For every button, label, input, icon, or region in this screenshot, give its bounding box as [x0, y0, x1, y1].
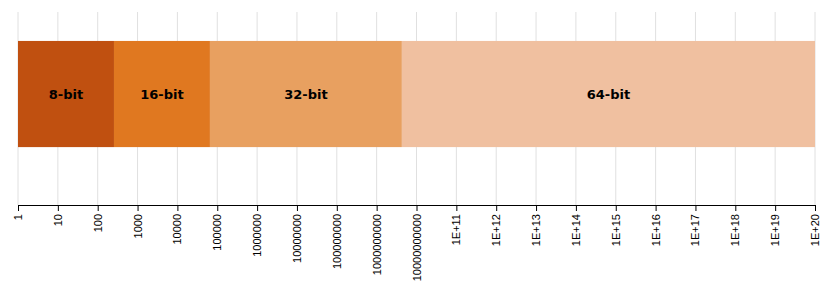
tick-label: 10000000: [291, 214, 303, 263]
tick: 10000000: [291, 205, 303, 263]
tick-mark: [217, 205, 218, 211]
tick: 1E+20: [809, 205, 821, 246]
bar-labels: 8-bit 16-bit 32-bit 64-bit: [49, 87, 630, 102]
tick-mark: [496, 205, 497, 211]
tick-mark: [695, 205, 696, 211]
tick-label: 1E+15: [610, 214, 622, 246]
tick: 1000000000: [371, 205, 383, 275]
tick-mark: [815, 205, 816, 211]
bar-label: 64-bit: [587, 87, 630, 102]
plot: 8-bit 16-bit 32-bit 64-bit 1 10 100 1000 10000 10…: [12, 12, 821, 281]
tick: 100000000: [331, 205, 343, 269]
tick-label: 100000: [211, 214, 223, 251]
tick: 1E+19: [769, 205, 781, 246]
tick-label: 1E+12: [490, 214, 502, 246]
axis-line: [19, 206, 816, 212]
tick-mark: [616, 205, 617, 211]
bar: [402, 41, 815, 147]
tick-label: 1000000000: [371, 214, 383, 275]
bar-label: 32-bit: [284, 87, 327, 102]
tick-mark: [18, 205, 19, 211]
tick-label: 1E+20: [809, 214, 821, 246]
tick: 1E+12: [490, 205, 502, 246]
tick-mark: [177, 205, 178, 211]
x-axis: 1 10 100 1000 10000 100000 1000000 10000000 1000…: [12, 205, 821, 281]
tick-label: 100: [92, 214, 104, 232]
tick-label: 10000000000: [411, 214, 423, 281]
bar-label: 16-bit: [140, 87, 183, 102]
bar: [18, 41, 114, 147]
tick-label: 1000000: [251, 214, 263, 257]
tick: 1E+18: [729, 205, 741, 246]
tick-mark: [417, 205, 418, 211]
tick-mark: [377, 205, 378, 211]
tick: 1000000: [251, 205, 263, 257]
tick-label: 10: [52, 214, 64, 226]
tick-label: 1E+16: [650, 214, 662, 246]
tick: 1E+13: [530, 205, 542, 246]
bar-label: 8-bit: [49, 87, 83, 102]
tick-mark: [138, 205, 139, 211]
tick: 10000: [171, 205, 183, 245]
tick: 1E+11: [450, 205, 462, 245]
tick-mark: [735, 205, 736, 211]
tick-label: 1E+19: [769, 214, 781, 246]
tick-mark: [257, 205, 258, 211]
tick-label: 10000: [171, 214, 183, 245]
tick-label: 1E+11: [450, 214, 462, 245]
chart: 8-bit 16-bit 32-bit 64-bit 1 10 100 1000 10000 10…: [0, 0, 833, 289]
tick-label: 1E+13: [530, 214, 542, 246]
tick: 1E+14: [570, 205, 582, 246]
tick: 1E+17: [689, 205, 701, 246]
tick-label: 100000000: [331, 214, 343, 269]
grid: [18, 12, 815, 205]
tick: 1: [12, 205, 24, 220]
tick-mark: [536, 205, 537, 211]
tick-mark: [775, 205, 776, 211]
bars: [18, 41, 815, 147]
tick: 1000: [132, 205, 144, 238]
tick-mark: [456, 205, 457, 211]
bar: [114, 41, 210, 147]
tick-mark: [98, 205, 99, 211]
tick-label: 1E+17: [689, 214, 701, 246]
tick: 1E+15: [610, 205, 622, 246]
tick-label: 1E+14: [570, 214, 582, 246]
tick: 1E+16: [650, 205, 662, 246]
tick-label: 1000: [132, 214, 144, 238]
tick-mark: [297, 205, 298, 211]
tick: 10: [52, 205, 64, 226]
tick-mark: [576, 205, 577, 211]
tick-mark: [656, 205, 657, 211]
tick-label: 1E+18: [729, 214, 741, 246]
tick: 10000000000: [411, 205, 423, 281]
bar: [210, 41, 402, 147]
tick: 100: [92, 205, 104, 232]
tick-label: 1: [12, 214, 24, 220]
tick: 100000: [211, 205, 223, 251]
tick-mark: [337, 205, 338, 211]
tick-mark: [58, 205, 59, 211]
